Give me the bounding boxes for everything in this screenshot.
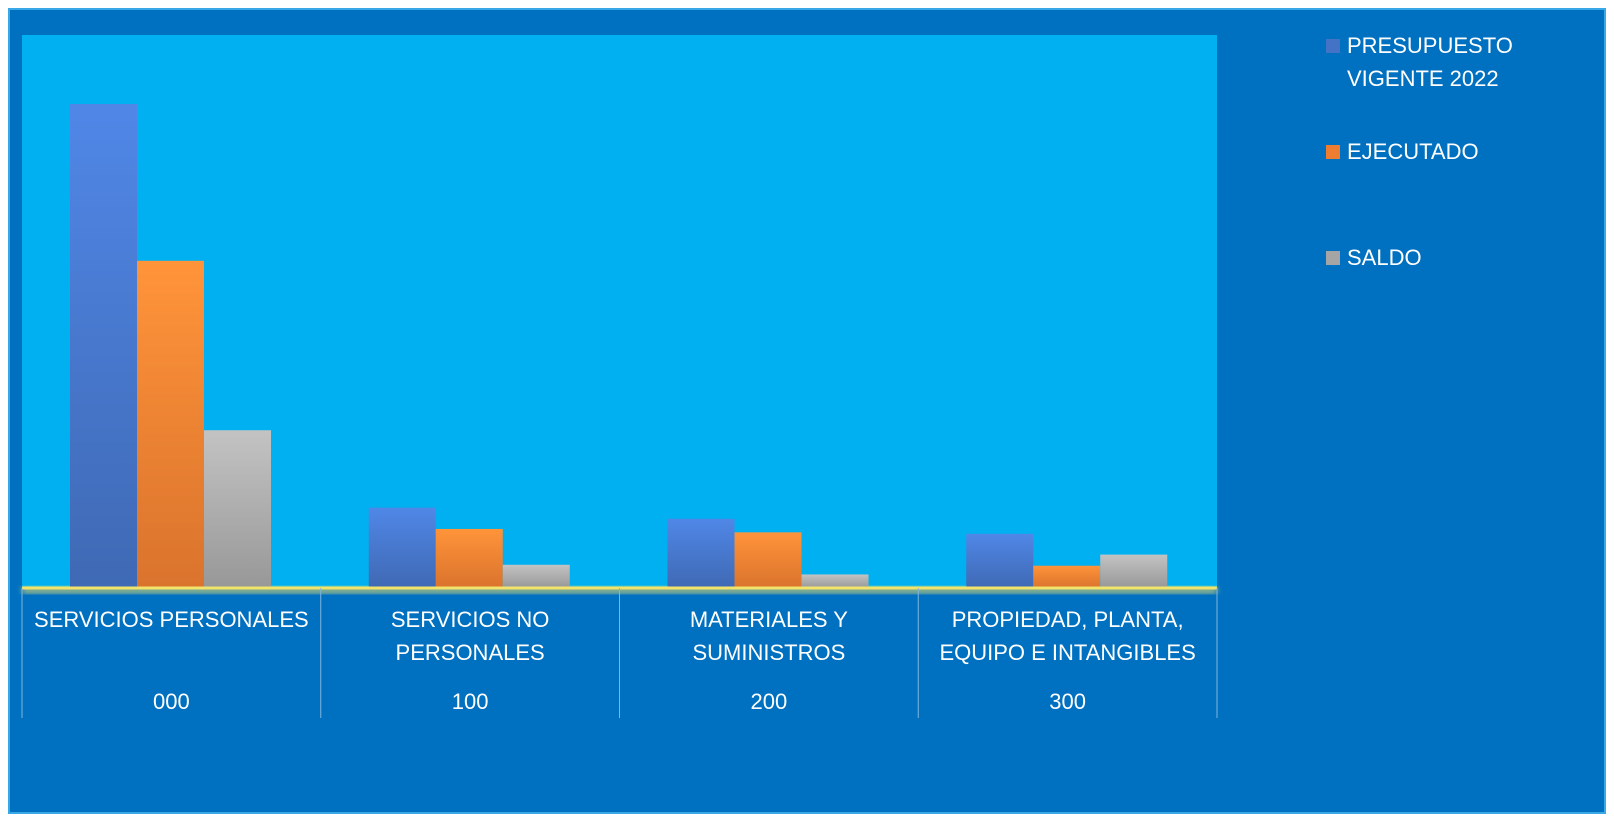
category-code-label: 200 [750,689,788,714]
legend-label: EJECUTADO [1347,139,1479,164]
legend-swatch [1326,251,1340,265]
category-code-label: 000 [153,689,190,714]
bar-presupuesto-vigente-2022-300 [966,533,1034,588]
bar-ejecutado-000 [137,260,204,588]
bar-saldo-300 [1100,554,1168,588]
bar-saldo-200 [801,574,869,588]
legend-swatch [1326,39,1340,53]
legend-label: SALDO [1347,245,1422,270]
category-code-label: 300 [1049,689,1086,714]
legend-label: PRESUPUESTO VIGENTE 2022 [1347,33,1513,91]
bar-saldo-000 [204,430,271,588]
bar-presupuesto-vigente-2022-200 [667,518,735,588]
category-code-label: 100 [451,689,489,714]
category-label: SERVICIOS PERSONALES [34,607,309,632]
bar-ejecutado-200 [734,532,802,588]
category-label: PROPIEDAD, PLANTA, EQUIPO E INTANGIBLES [939,607,1196,665]
category-label: SERVICIOS NO PERSONALES [390,607,550,665]
bar-presupuesto-vigente-2022-100 [368,507,436,588]
category-label: MATERIALES Y SUMINISTROS [689,607,848,665]
bar-ejecutado-100 [435,528,503,588]
legend-swatch [1326,145,1340,159]
bar-presupuesto-vigente-2022-000 [70,104,137,588]
bar-saldo-100 [502,564,570,588]
bar-ejecutado-300 [1033,565,1101,588]
